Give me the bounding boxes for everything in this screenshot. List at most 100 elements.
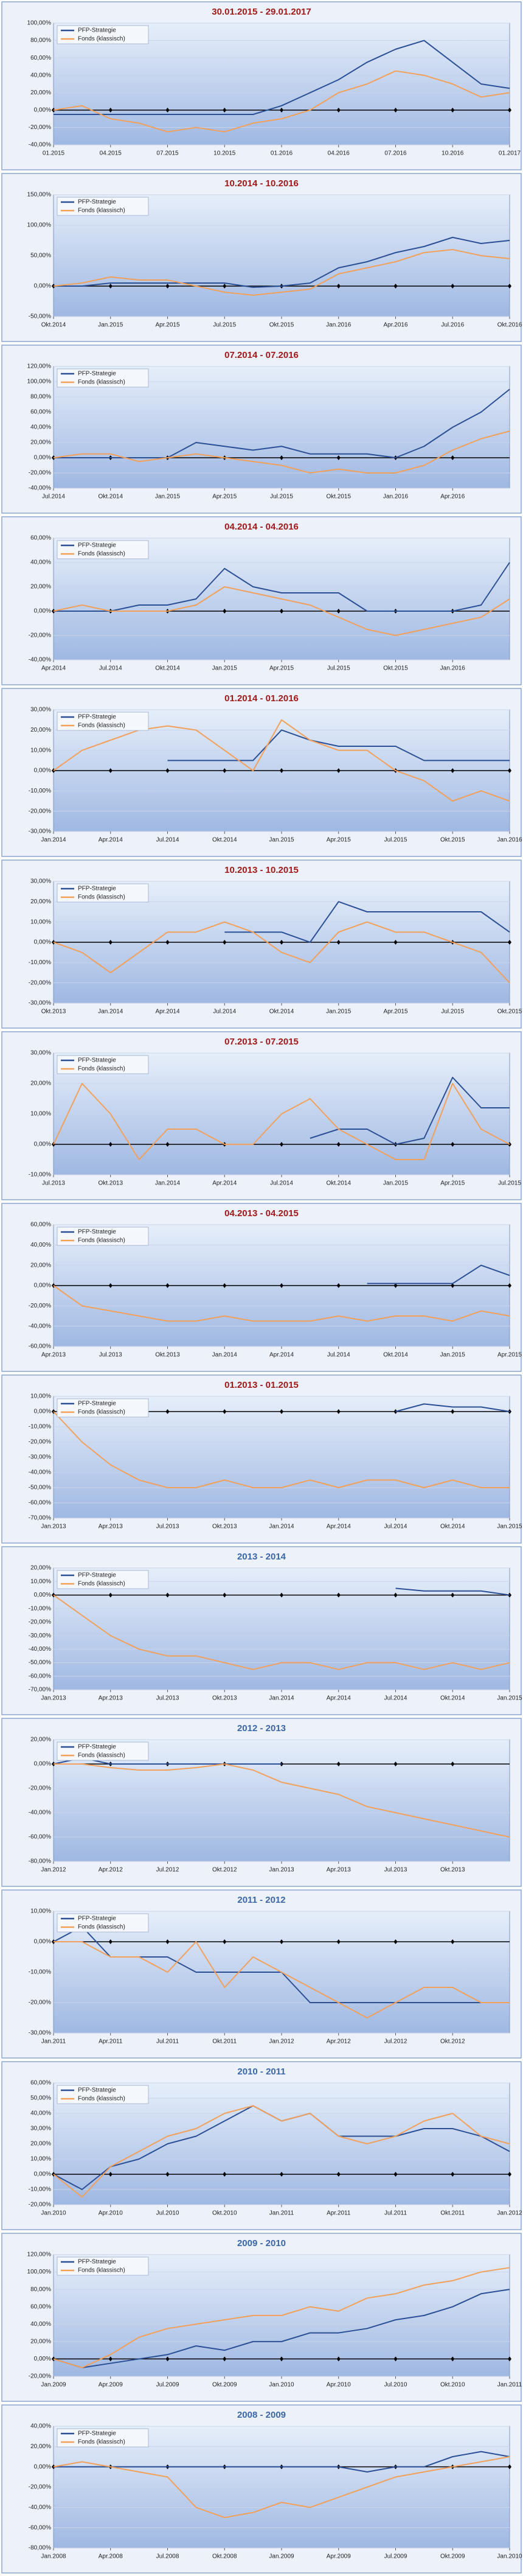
zero-marker: [336, 1762, 341, 1766]
x-tick-label: Okt.2014: [383, 1352, 408, 1359]
x-tick-label: Jul.2014: [270, 1180, 293, 1187]
x-tick-label: Apr.2015: [155, 322, 179, 329]
legend-label: Fonds (klassisch): [78, 1752, 125, 1759]
y-tick-label: 100,00%: [27, 20, 52, 27]
x-tick-label: Okt.2014: [440, 1695, 465, 1702]
y-tick-label: -20,00%: [29, 1439, 51, 1446]
x-tick-label: Jul.2014: [384, 1695, 407, 1702]
x-tick-label: Jan.2016: [326, 322, 352, 329]
y-tick-label: -10,00%: [29, 788, 51, 794]
zero-marker: [223, 2172, 227, 2177]
zero-marker: [165, 768, 170, 773]
x-tick-label: Apr.2015: [497, 1352, 522, 1359]
series-line: [167, 729, 510, 761]
zero-marker: [336, 107, 341, 113]
y-tick-label: -40,00%: [29, 485, 51, 492]
x-tick-label: 01.2017: [499, 150, 521, 157]
x-tick-label: Apr.2016: [383, 322, 407, 329]
x-tick-label: Jan.2013: [41, 1524, 66, 1530]
zero-marker: [108, 2356, 113, 2362]
zero-marker: [451, 455, 455, 460]
y-tick-label: -20,00%: [29, 808, 51, 814]
x-tick-label: Apr.2013: [41, 1352, 66, 1359]
y-tick-label: 10,00%: [30, 1393, 51, 1400]
y-tick-label: 0,00%: [34, 1761, 51, 1768]
legend-label: Fonds (klassisch): [78, 2096, 125, 2102]
legend-label: Fonds (klassisch): [78, 894, 125, 901]
x-tick-label: Jul.2015: [384, 837, 407, 844]
x-tick-label: Jan.2015: [497, 1695, 522, 1702]
x-tick-label: Apr.2009: [99, 2382, 123, 2389]
x-tick-label: Jan.2014: [269, 1695, 294, 1702]
zero-marker: [451, 284, 455, 289]
x-tick-label: Jul.2015: [498, 1180, 521, 1187]
zero-marker: [280, 1409, 283, 1414]
x-tick-label: Jan.2010: [269, 2382, 294, 2389]
zero-marker: [451, 1592, 455, 1598]
x-tick-label: Okt.2013: [155, 1352, 180, 1359]
zero-marker: [280, 2356, 283, 2362]
zero-marker: [451, 1142, 455, 1147]
y-tick-label: 60,00%: [30, 2080, 51, 2087]
x-tick-label: Okt.2014: [98, 494, 123, 500]
zero-marker: [508, 940, 511, 945]
x-tick-label: Jan.2015: [326, 1009, 352, 1015]
x-tick-label: Okt.2014: [269, 1009, 294, 1015]
zero-marker: [336, 1142, 341, 1147]
x-tick-label: Okt.2009: [440, 2553, 465, 2560]
x-tick-label: Jul.2013: [156, 1695, 179, 1702]
legend: [57, 1227, 149, 1246]
legend-label: Fonds (klassisch): [78, 1066, 125, 1073]
y-tick-label: 20,00%: [30, 584, 51, 590]
chart-title: 2010 - 2011: [237, 2067, 285, 2077]
legend-label: Fonds (klassisch): [78, 1237, 125, 1244]
y-tick-label: 20,00%: [30, 2443, 51, 2450]
y-tick-label: -10,00%: [29, 1424, 51, 1430]
x-tick-label: Jan.2011: [41, 2039, 66, 2045]
zero-marker: [451, 768, 455, 773]
y-tick-label: 0,00%: [34, 1939, 51, 1945]
y-tick-label: 20,00%: [30, 2338, 51, 2345]
y-tick-label: -10,00%: [29, 1969, 51, 1976]
series-line: [53, 1594, 510, 1670]
zero-marker: [508, 2356, 511, 2362]
y-tick-label: 40,00%: [30, 559, 51, 566]
x-tick-label: Apr.2011: [327, 2210, 351, 2217]
y-tick-label: -40,00%: [29, 2504, 51, 2511]
x-tick-label: Jul.2012: [156, 1867, 179, 1874]
zero-marker: [451, 1762, 455, 1766]
y-tick-label: 20,00%: [30, 2141, 51, 2147]
x-tick-label: Jul.2014: [384, 1524, 407, 1530]
series-line: [53, 70, 510, 133]
x-tick-label: Jan.2015: [269, 837, 294, 844]
x-tick-label: 07.2015: [156, 150, 179, 157]
zero-marker: [451, 2172, 455, 2177]
series-line: [53, 921, 510, 984]
y-tick-label: -40,00%: [29, 657, 51, 663]
zero-marker: [393, 1762, 398, 1766]
legend-label: Fonds (klassisch): [78, 36, 125, 43]
y-tick-label: 60,00%: [30, 535, 51, 542]
legend-label: PFP-Strategie: [78, 542, 116, 549]
x-tick-label: Apr.2010: [99, 2210, 123, 2217]
chart-title: 01.2014 - 01.2016: [224, 693, 299, 704]
x-tick-label: Okt.2012: [440, 2039, 465, 2045]
zero-marker: [508, 107, 511, 113]
legend-label: PFP-Strategie: [78, 2431, 116, 2437]
zero-marker: [280, 1939, 283, 1944]
x-tick-label: Jul.2014: [156, 837, 179, 844]
x-tick-label: Jul.2013: [99, 1352, 122, 1359]
x-tick-label: Apr.2008: [99, 2553, 123, 2560]
series-line: [53, 586, 510, 636]
x-tick-label: Jul.2009: [384, 2553, 407, 2560]
y-tick-label: -20,00%: [29, 2202, 51, 2208]
chart-title: 04.2014 - 04.2016: [224, 522, 299, 532]
x-tick-label: Jan.2009: [41, 2382, 66, 2389]
series-line: [53, 2456, 510, 2518]
x-tick-label: Okt.2014: [155, 665, 180, 672]
x-tick-label: Apr.2013: [99, 1695, 123, 1702]
x-tick-label: Jan.2014: [155, 1180, 181, 1187]
x-tick-label: Jan.2016: [440, 665, 466, 672]
y-tick-label: 40,00%: [30, 1242, 51, 1248]
legend: [57, 1398, 149, 1418]
